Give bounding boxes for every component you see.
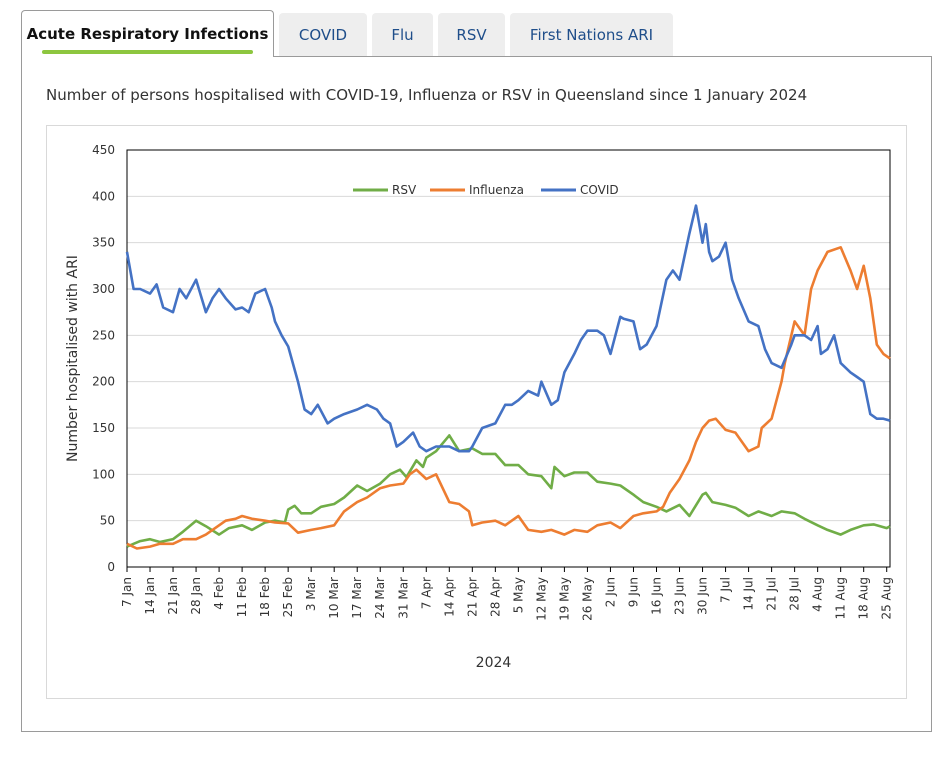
x-tick-label: 10 Mar [327,577,341,619]
y-tick-label: 300 [92,282,115,296]
legend-label-rsv: RSV [392,183,417,197]
x-tick-label: 21 Jul [765,577,779,611]
tab-flu[interactable]: Flu [372,13,433,56]
x-tick-label: 11 Aug [834,577,848,620]
chart-subtitle: Number of persons hospitalised with COVI… [46,86,808,104]
line-chart: 0 50 100 150 200 250 300 350 400 450 7 Jan 14 Jan 2… [65,143,894,671]
x-tick-label: 28 Jul [788,577,802,611]
x-tick-label: 21 Jan [166,577,180,615]
x-tick-label: 7 Jul [719,577,733,603]
tab-label: Acute Respiratory Infections [26,25,269,43]
x-tick-label: 31 Mar [396,577,410,619]
x-tick-label: 19 May [557,577,571,621]
legend: RSV Influenza COVID [353,183,619,197]
x-tick-label: 28 Apr [488,577,502,617]
x-tick-label: 9 Jun [626,577,640,607]
x-tick-label: 18 Feb [258,577,272,617]
tab-rsv[interactable]: RSV [438,13,505,56]
x-tick-label: 2 Jun [603,577,617,607]
x-tick-label: 7 Jan [120,577,134,607]
x-axis-ticks: 7 Jan 14 Jan 21 Jan 28 Jan 4 Feb 11 Feb 18 Feb… [120,567,894,621]
x-tick-label: 14 Jul [742,577,756,611]
x-tick-label: 7 Apr [419,577,433,609]
x-tick-label: 21 Apr [465,577,479,617]
x-tick-label: 24 Mar [373,577,387,619]
gridlines [127,149,890,568]
y-tick-label: 450 [92,143,115,157]
tab-label: COVID [298,25,348,44]
legend-label-covid: COVID [580,183,619,197]
x-tick-label: 12 May [534,577,548,621]
y-tick-label: 200 [92,375,115,389]
x-tick-label: 25 Feb [281,577,295,617]
x-tick-label: 28 Jan [189,577,203,615]
series-line-rsv [126,434,891,548]
chart-container: 0 50 100 150 200 250 300 350 400 450 7 Jan 14 Jan 2… [46,125,907,699]
tab-first-nations-ari[interactable]: First Nations ARI [510,13,673,56]
legend-label-influenza: Influenza [469,183,524,197]
x-tick-label: 14 Apr [442,577,456,617]
x-tick-label: 11 Feb [235,577,249,617]
x-tick-label: 23 Jun [673,577,687,615]
x-tick-label: 17 Mar [350,577,364,619]
y-tick-label: 350 [92,236,115,250]
x-tick-label: 18 Aug [857,577,871,620]
x-tick-label: 3 Mar [304,577,318,611]
tab-acute-respiratory-infections[interactable]: Acute Respiratory Infections [21,10,274,57]
x-tick-label: 4 Aug [811,577,825,612]
x-tick-label: 25 Aug [880,577,894,620]
tab-label: RSV [456,25,487,44]
y-tick-label: 0 [107,560,115,574]
y-tick-label: 400 [92,189,115,203]
y-axis-ticks: 0 50 100 150 200 250 300 350 400 450 [92,143,115,574]
y-tick-label: 100 [92,467,115,481]
tab-covid[interactable]: COVID [279,13,367,56]
x-axis-label: 2024 [476,655,512,671]
tab-label: First Nations ARI [529,25,654,44]
y-tick-label: 150 [92,421,115,435]
series-line-influenza [126,246,891,550]
plot-area [126,149,891,568]
series-line-covid [125,204,891,453]
tab-label: Flu [391,25,414,44]
active-tab-indicator [42,50,253,54]
x-tick-label: 30 Jun [696,577,710,615]
y-axis-label: Number hospitalised with ARI [65,255,81,462]
x-tick-label: 14 Jan [143,577,157,615]
x-tick-label: 4 Feb [212,577,226,610]
y-tick-label: 50 [100,514,115,528]
x-tick-label: 16 Jun [649,577,663,615]
y-tick-label: 250 [92,328,115,342]
x-tick-label: 26 May [580,577,594,621]
data-series [125,204,891,550]
x-tick-label: 5 May [511,577,525,613]
